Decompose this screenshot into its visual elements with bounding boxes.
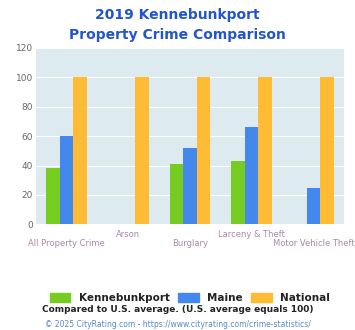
Text: Property Crime Comparison: Property Crime Comparison [69,28,286,42]
Bar [135,77,148,224]
Bar [73,77,87,224]
Bar [231,161,245,224]
Text: Compared to U.S. average. (U.S. average equals 100): Compared to U.S. average. (U.S. average … [42,305,313,314]
Bar [170,164,183,224]
Bar [46,169,60,224]
Bar [183,148,197,224]
Bar [197,77,210,224]
Text: Larceny & Theft: Larceny & Theft [218,230,285,239]
Text: Arson: Arson [116,230,140,239]
Bar [60,136,73,224]
Bar [307,188,320,224]
Text: © 2025 CityRating.com - https://www.cityrating.com/crime-statistics/: © 2025 CityRating.com - https://www.city… [45,320,310,329]
Text: All Property Crime: All Property Crime [28,239,105,248]
Legend: Kennebunkport, Maine, National: Kennebunkport, Maine, National [45,289,334,308]
Text: 2019 Kennebunkport: 2019 Kennebunkport [95,8,260,22]
Bar [258,77,272,224]
Bar [320,77,334,224]
Bar [245,127,258,224]
Text: Burglary: Burglary [172,239,208,248]
Text: Motor Vehicle Theft: Motor Vehicle Theft [273,239,354,248]
